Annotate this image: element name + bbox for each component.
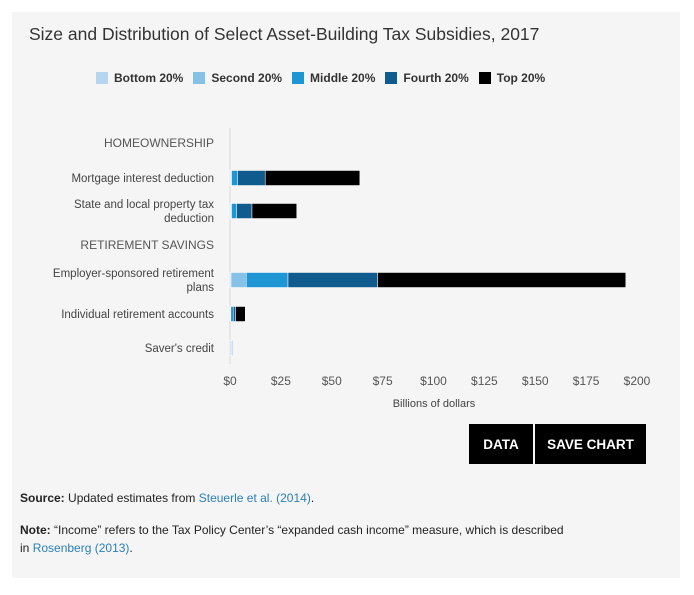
row-label: State and local property tax deduction <box>74 199 214 225</box>
legend-label-top: Top 20% <box>496 71 546 85</box>
x-tick-label: $200 <box>624 374 651 388</box>
source-text: Updated estimates from <box>64 491 199 505</box>
legend-label-fourth: Fourth 20% <box>403 71 469 85</box>
row-label-line: Individual retirement accounts <box>61 309 214 321</box>
x-tick-label: $175 <box>573 374 600 388</box>
legend-label-second: Second 20% <box>211 71 283 85</box>
bar-segment-fourth-20- <box>287 272 378 288</box>
row-label-line: plans <box>187 282 215 294</box>
bar-segment-middle-20- <box>231 170 238 186</box>
x-axis-label: Billions of dollars <box>393 398 476 410</box>
legend-item-middle[interactable]: Middle 20% <box>292 71 375 85</box>
note-label: Note: <box>20 523 51 537</box>
row-label-line: HOMEOWNERSHIP <box>104 136 214 150</box>
bar-segment-middle-20- <box>246 272 289 288</box>
category-header-label: HOMEOWNERSHIP <box>104 136 214 150</box>
legend-item-second[interactable]: Second 20% <box>193 71 282 85</box>
row-label: Individual retirement accounts <box>61 309 214 321</box>
row-label-line: deduction <box>164 213 214 225</box>
note-end: . <box>129 541 133 555</box>
row-label: Saver's credit <box>145 343 215 355</box>
legend-swatch-bottom <box>96 72 108 84</box>
x-tick-label: $75 <box>373 374 393 388</box>
row-label-line: Saver's credit <box>145 343 215 355</box>
legend-label-bottom: Bottom 20% <box>114 71 184 85</box>
legend-swatch-fourth <box>385 72 398 84</box>
source-link[interactable]: Steuerle et al. (2014) <box>198 491 311 505</box>
bar-segment-fourth-20- <box>233 306 236 322</box>
x-tick-label: $25 <box>271 374 291 388</box>
source-end: . <box>310 491 315 505</box>
x-tick-label: $125 <box>471 374 498 388</box>
bar-segment-fourth-20- <box>236 203 253 219</box>
legend-swatch-second <box>193 72 206 84</box>
x-tick-label: $100 <box>420 374 447 388</box>
row-label-line: RETIREMENT SAVINGS <box>80 238 214 252</box>
legend-item-fourth[interactable]: Fourth 20% <box>385 71 469 85</box>
source-note: Source: Updated estimates from Steuerle … <box>20 489 314 507</box>
bar-segment-fourth-20- <box>237 170 266 186</box>
chart-panel <box>12 12 680 578</box>
chart-plot: HOMEOWNERSHIP Mortgage interest deduction… <box>53 128 651 410</box>
chart-legend: Bottom 20% Second 20% Middle 20% Fourth … <box>96 70 555 86</box>
x-tick-label: $50 <box>322 374 342 388</box>
legend-label-middle: Middle 20% <box>310 71 376 85</box>
bar-segment-middle-20- <box>230 306 234 322</box>
save-chart-button[interactable]: SAVE CHART <box>535 424 646 464</box>
row-label-line: State and local property tax <box>74 199 214 211</box>
bar-segment-top-20- <box>251 203 297 219</box>
source-label: Source: <box>20 491 65 505</box>
income-note: Note: “Income” refers to the Tax Policy … <box>20 521 564 557</box>
bar-segment-middle-20- <box>231 203 237 219</box>
row-label-line: Mortgage interest deduction <box>71 173 214 185</box>
note-text-line1: “Income” refers to the Tax Policy Center… <box>50 523 564 537</box>
category-header-label: RETIREMENT SAVINGS <box>80 238 214 252</box>
legend-item-top[interactable]: Top 20% <box>478 71 546 85</box>
bar-segment-top-20- <box>377 272 627 288</box>
bar-segment-top-20- <box>235 306 246 322</box>
data-button[interactable]: DATA <box>469 424 533 464</box>
legend-swatch-middle <box>292 72 305 84</box>
row-label: Employer-sponsored retirement plans <box>53 268 215 294</box>
legend-item-bottom[interactable]: Bottom 20% <box>96 71 183 85</box>
x-tick-label: $0 <box>223 374 237 388</box>
row-label: Mortgage interest deduction <box>71 173 214 185</box>
x-tick-label: $150 <box>522 374 549 388</box>
note-text-line2: in <box>20 541 33 555</box>
row-label-line: Employer-sponsored retirement <box>53 268 215 280</box>
legend-swatch-top <box>478 72 491 84</box>
bar-segment-second-20- <box>230 272 247 288</box>
bar-segment-fourth-20- <box>231 340 233 356</box>
chart-title: Size and Distribution of Select Asset-Bu… <box>29 24 540 44</box>
note-link[interactable]: Rosenberg (2013) <box>32 541 130 555</box>
bar-segment-top-20- <box>264 170 361 186</box>
